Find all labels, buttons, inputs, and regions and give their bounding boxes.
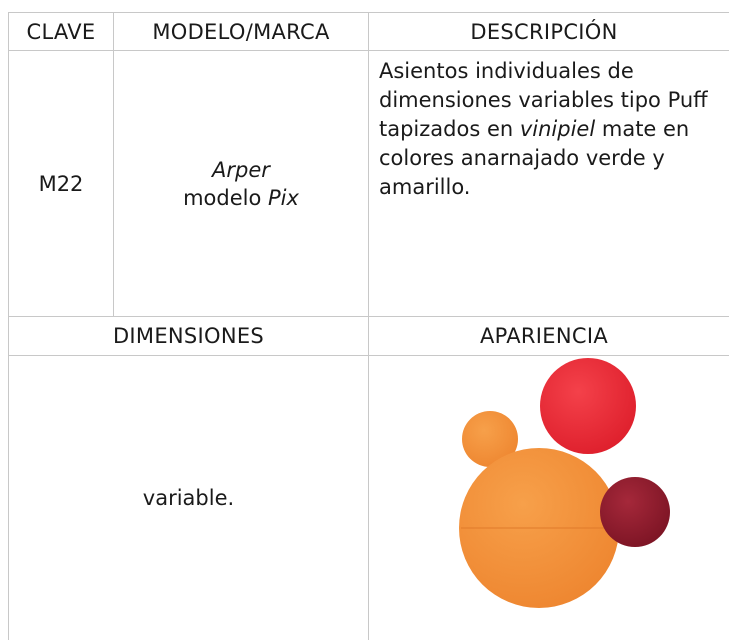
clave: M22	[38, 171, 84, 196]
description-text: mate en colores anarnajado verde y amari…	[379, 117, 690, 199]
puff	[540, 358, 636, 454]
brand: Arper	[212, 157, 270, 182]
header-text: APARIENCIA	[479, 324, 609, 348]
header-text: MODELO/MARCA	[152, 19, 330, 44]
product-image	[459, 358, 670, 608]
descripcion-cell: Asientos individuales de dimensiones var…	[368, 50, 729, 316]
dimensiones: variable.	[142, 486, 235, 510]
header-cell: DIMENSIONES	[8, 316, 368, 355]
model-name: Pix	[267, 185, 299, 210]
header-cell: DESCRIPCIÓN	[368, 12, 729, 50]
description-text: Asientos individuales de dimensiones var…	[379, 59, 708, 141]
apariencia-cell	[368, 355, 729, 640]
border	[8, 12, 729, 13]
puff	[462, 411, 518, 467]
description-italic: vinipiel	[519, 117, 596, 141]
modelo-cell: Arper modelo Pix	[113, 50, 368, 316]
model-line: modelo Pix	[183, 184, 299, 212]
header-text: DESCRIPCIÓN	[470, 19, 618, 44]
puff	[600, 477, 670, 547]
header-cell: APARIENCIA	[368, 316, 729, 355]
model-label: modelo	[183, 185, 268, 210]
dimensiones-cell: variable.	[8, 355, 368, 640]
header-cell: CLAVE	[8, 12, 113, 50]
header-text: DIMENSIONES	[112, 324, 265, 348]
header-cell: MODELO/MARCA	[113, 12, 368, 50]
description: Asientos individuales de dimensiones var…	[379, 57, 719, 202]
clave-cell: M22	[8, 50, 113, 316]
header-text: CLAVE	[26, 19, 96, 44]
